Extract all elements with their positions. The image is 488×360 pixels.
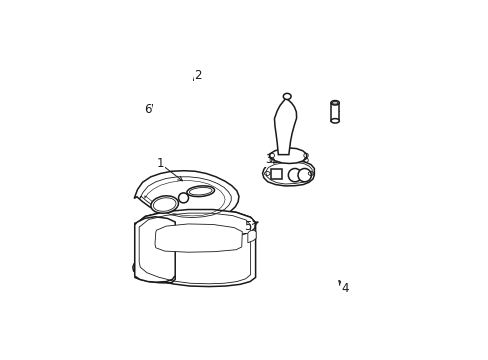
Ellipse shape xyxy=(330,118,339,123)
Polygon shape xyxy=(330,103,339,121)
Text: 1: 1 xyxy=(157,157,164,170)
Ellipse shape xyxy=(178,193,188,203)
Text: 5: 5 xyxy=(244,220,251,233)
Ellipse shape xyxy=(330,100,339,105)
Text: 6: 6 xyxy=(144,103,151,116)
Polygon shape xyxy=(270,169,281,179)
Ellipse shape xyxy=(186,186,214,197)
Polygon shape xyxy=(269,148,306,163)
Text: 2: 2 xyxy=(194,68,201,82)
Polygon shape xyxy=(135,217,175,282)
Ellipse shape xyxy=(288,168,301,182)
Polygon shape xyxy=(155,224,242,252)
Ellipse shape xyxy=(332,102,337,104)
Text: 3: 3 xyxy=(264,153,272,166)
Polygon shape xyxy=(262,161,314,186)
Ellipse shape xyxy=(151,196,178,213)
Polygon shape xyxy=(274,99,296,155)
Polygon shape xyxy=(134,171,239,220)
Polygon shape xyxy=(135,210,255,237)
Ellipse shape xyxy=(297,168,311,182)
Text: 4: 4 xyxy=(341,282,348,295)
Polygon shape xyxy=(247,230,256,243)
Ellipse shape xyxy=(283,93,290,99)
Polygon shape xyxy=(135,210,255,287)
